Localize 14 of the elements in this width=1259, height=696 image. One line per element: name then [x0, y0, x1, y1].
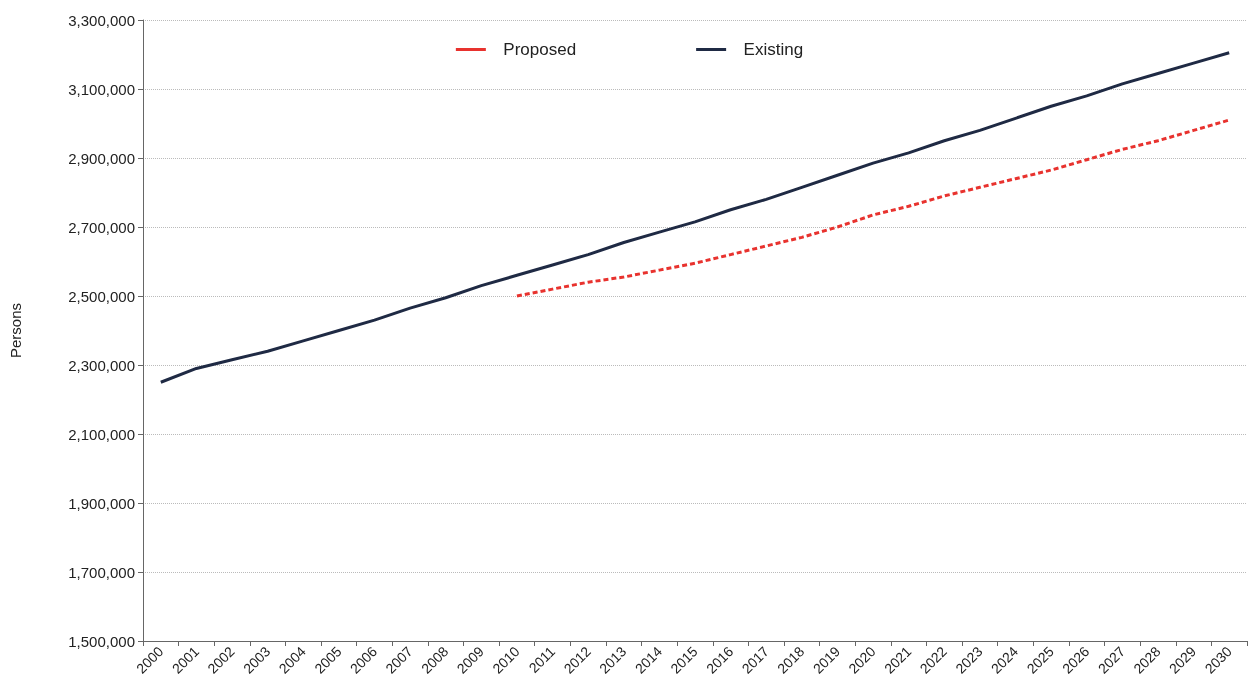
legend-label: Existing — [743, 40, 804, 59]
y-tick-label: 2,300,000 — [68, 356, 135, 374]
y-tick-label: 2,100,000 — [68, 425, 135, 443]
y-tick-label: 1,900,000 — [68, 494, 135, 512]
y-tick-label: 1,700,000 — [68, 563, 135, 581]
y-tick-label: 2,700,000 — [68, 218, 135, 236]
y-tick-label: 1,500,000 — [68, 632, 135, 650]
y-tick-label: 3,100,000 — [68, 80, 135, 98]
y-axis-title: Persons — [7, 302, 24, 359]
line-series — [515, 118, 1231, 298]
y-tick-label: 2,900,000 — [68, 149, 135, 167]
y-tick-label: 3,300,000 — [68, 11, 135, 29]
y-tick-label: 2,500,000 — [68, 287, 135, 305]
legend-label: Proposed — [503, 40, 577, 59]
